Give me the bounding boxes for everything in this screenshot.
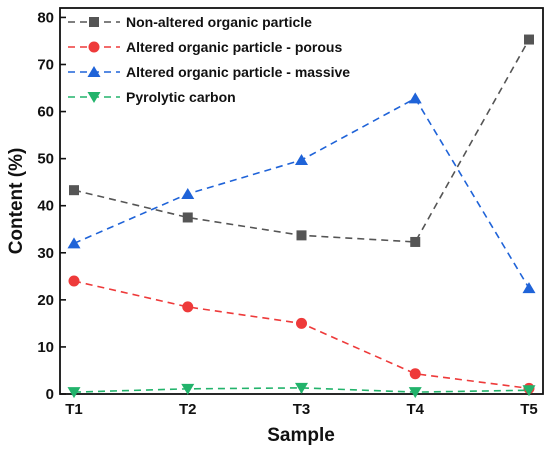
- data-point-altered-organic-particle-massive: [67, 237, 81, 249]
- x-tick-label-t5: T5: [520, 401, 538, 418]
- series-altered-organic-particle-porous: [68, 275, 535, 394]
- data-point-altered-organic-particle-porous: [68, 275, 80, 287]
- y-tick-label: 50: [37, 151, 54, 168]
- y-tick-label: 70: [37, 56, 54, 73]
- series-layer: [67, 34, 536, 399]
- data-point-non-altered-organic-particle: [296, 230, 307, 241]
- data-point-altered-organic-particle-massive: [522, 282, 536, 294]
- data-point-altered-organic-particle-porous: [296, 317, 307, 329]
- data-point-pyrolytic-carbon: [181, 383, 195, 395]
- y-axis-ticks: 0 10 20 30 40 50 60 70 80: [37, 9, 66, 403]
- x-tick-label-t4: T4: [406, 401, 424, 418]
- data-point-pyrolytic-carbon: [522, 385, 536, 397]
- legend-marker: [87, 66, 101, 77]
- series-line-altered-organic-particle-massive: [73, 97, 530, 289]
- legend-item-pyrolytic-carbon: Pyrolytic carbon: [68, 89, 236, 105]
- data-point-non-altered-organic-particle: [182, 212, 193, 223]
- data-point-altered-organic-particle-massive: [408, 92, 422, 104]
- y-tick-label: 10: [37, 339, 54, 356]
- data-point-non-altered-organic-particle: [524, 34, 534, 45]
- series-altered-organic-particle-massive: [67, 92, 536, 294]
- y-tick-label: 40: [37, 198, 54, 215]
- data-point-altered-organic-particle-porous: [182, 301, 194, 313]
- legend-item-altered-organic-particle-massive: Altered organic particle - massive: [68, 64, 350, 80]
- legend-marker: [87, 92, 101, 103]
- data-point-altered-organic-particle-massive: [181, 187, 195, 199]
- series-line-pyrolytic-carbon: [73, 387, 530, 393]
- y-tick-label: 0: [46, 386, 54, 403]
- data-point-pyrolytic-carbon: [67, 387, 81, 399]
- y-tick-label: 30: [37, 245, 54, 262]
- legend-label: Altered organic particle - porous: [126, 39, 342, 55]
- series-non-altered-organic-particle: [69, 34, 534, 247]
- x-axis-title: Sample: [267, 425, 335, 446]
- data-point-non-altered-organic-particle: [69, 185, 79, 196]
- x-tick-label-t2: T2: [179, 401, 197, 418]
- series-line-altered-organic-particle-porous: [73, 280, 530, 390]
- y-tick-label: 80: [37, 9, 54, 26]
- legend-marker: [89, 17, 99, 27]
- legend-label: Non-altered organic particle: [126, 14, 312, 30]
- data-point-pyrolytic-carbon: [408, 387, 422, 399]
- legend-label: Altered organic particle - massive: [126, 64, 350, 80]
- series-pyrolytic-carbon: [67, 382, 536, 399]
- x-tick-label-t1: T1: [65, 401, 83, 418]
- legend-item-non-altered-organic-particle: Non-altered organic particle: [68, 14, 312, 30]
- y-tick-label: 20: [37, 292, 54, 309]
- y-tick-label: 60: [37, 104, 54, 121]
- data-point-altered-organic-particle-porous: [409, 368, 421, 380]
- x-tick-label-t3: T3: [293, 401, 311, 418]
- legend-label: Pyrolytic carbon: [126, 89, 236, 105]
- legend-item-altered-organic-particle-porous: Altered organic particle - porous: [68, 39, 342, 55]
- data-point-non-altered-organic-particle: [410, 236, 421, 247]
- y-axis-title: Content (%): [6, 148, 27, 255]
- legend-marker: [88, 41, 100, 53]
- legend: Non-altered organic particle Altered orga…: [68, 14, 350, 105]
- data-point-pyrolytic-carbon: [295, 382, 308, 394]
- data-point-altered-organic-particle-massive: [295, 154, 308, 166]
